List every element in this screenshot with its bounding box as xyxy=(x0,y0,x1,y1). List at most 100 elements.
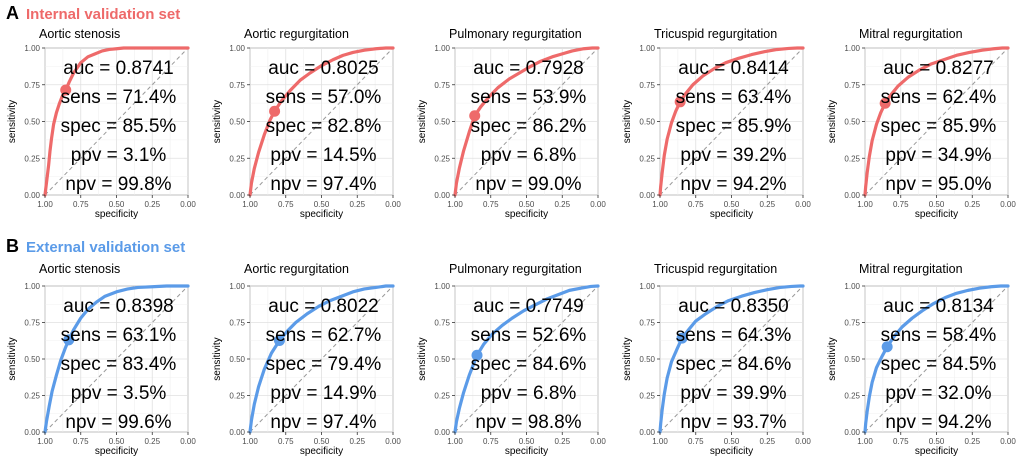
y-tick-label: 0.50 xyxy=(844,355,860,364)
y-tick-label: 0.25 xyxy=(639,154,655,163)
x-axis-label: specificity xyxy=(505,209,548,220)
y-tick-label: 0.50 xyxy=(229,118,245,127)
y-tick-label: 0.75 xyxy=(24,319,40,328)
y-tick-label: 1.00 xyxy=(844,282,860,291)
x-tick-label: 0.50 xyxy=(724,200,740,209)
x-axis-label: specificity xyxy=(710,446,753,457)
x-tick-label: 0.25 xyxy=(759,437,775,446)
diagonal-reference xyxy=(454,285,599,433)
y-tick-label: 0.25 xyxy=(434,392,450,401)
x-tick-label: 0.50 xyxy=(929,437,945,446)
roc-curve xyxy=(863,284,1010,434)
x-tick-label: 0.75 xyxy=(688,200,704,209)
y-tick-label: 0.75 xyxy=(24,81,40,90)
metric-label: spec = 79.4% xyxy=(266,354,382,375)
operating-point xyxy=(674,96,686,108)
operating-point xyxy=(63,334,75,346)
metric-label: spec = 86.2% xyxy=(471,116,587,137)
x-tick-label: 0.50 xyxy=(519,200,535,209)
y-tick-label: 0.50 xyxy=(229,355,245,364)
y-tick-label: 0.00 xyxy=(639,191,655,200)
metric-label: ppv = 32.0% xyxy=(885,383,991,404)
y-tick-label: 0.75 xyxy=(844,81,860,90)
x-tick-label: 1.00 xyxy=(242,200,258,209)
metric-label: ppv = 14.9% xyxy=(270,383,376,404)
roc-curve xyxy=(43,46,190,197)
y-tick-label: 0.25 xyxy=(229,154,245,163)
metric-label: sens = 63.4% xyxy=(676,87,792,108)
y-tick-label: 1.00 xyxy=(434,282,450,291)
y-tick-label: 0.75 xyxy=(229,81,245,90)
y-tick-label: 0.00 xyxy=(844,191,860,200)
x-tick-label: 0.50 xyxy=(109,437,125,446)
y-tick-label: 0.25 xyxy=(229,392,245,401)
x-tick-label: 0.75 xyxy=(73,200,89,209)
metric-label: ppv = 3.1% xyxy=(71,145,167,166)
x-tick-label: 0.00 xyxy=(795,437,811,446)
metric-label: sens = 62.4% xyxy=(881,87,997,108)
y-tick-label: 0.50 xyxy=(434,355,450,364)
metric-label: auc = 0.8025 xyxy=(268,58,378,79)
metric-label: auc = 0.8277 xyxy=(883,58,993,79)
x-tick-label: 0.25 xyxy=(759,200,775,209)
roc-panel: Pulmonary regurgitation auc = 0.7749 sens … xyxy=(417,262,606,457)
metric-label: npv = 97.4% xyxy=(270,412,376,433)
x-tick-label: 0.50 xyxy=(314,200,330,209)
panel-title: Mitral regurgitation xyxy=(859,262,963,276)
y-axis-label: sensitivity xyxy=(212,337,223,380)
roc-curve xyxy=(453,284,600,434)
roc-curve xyxy=(248,284,395,434)
roc-curve xyxy=(658,284,805,434)
y-tick-label: 0.25 xyxy=(24,154,40,163)
diagonal-reference xyxy=(659,285,804,433)
metric-label: spec = 84.5% xyxy=(881,354,997,375)
diagonal-reference xyxy=(44,285,189,433)
x-tick-label: 0.50 xyxy=(929,200,945,209)
metric-label: sens = 64.3% xyxy=(676,325,792,346)
x-axis-label: specificity xyxy=(915,209,958,220)
y-tick-label: 0.00 xyxy=(844,428,860,437)
metric-label: sens = 63.1% xyxy=(61,325,177,346)
y-tick-label: 1.00 xyxy=(434,44,450,53)
y-tick-label: 0.50 xyxy=(24,118,40,127)
metric-label: npv = 94.2% xyxy=(680,174,786,195)
metric-label: spec = 82.8% xyxy=(266,116,382,137)
x-tick-label: 1.00 xyxy=(857,437,873,446)
x-tick-label: 0.00 xyxy=(1000,200,1016,209)
roc-panel: Aortic stenosis auc = 0.8741 sens = 71.4% s… xyxy=(7,27,196,220)
operating-point xyxy=(273,334,285,346)
y-tick-label: 0.25 xyxy=(434,154,450,163)
x-tick-label: 0.50 xyxy=(314,437,330,446)
metric-label: npv = 99.0% xyxy=(475,174,581,195)
diagonal-reference xyxy=(249,285,394,433)
diagonal-reference xyxy=(249,47,394,196)
x-tick-label: 0.50 xyxy=(109,200,125,209)
roc-curve xyxy=(43,284,190,434)
diagonal-reference xyxy=(864,47,1009,196)
x-tick-label: 0.25 xyxy=(349,437,365,446)
metric-label: ppv = 39.2% xyxy=(680,145,786,166)
x-tick-label: 1.00 xyxy=(447,437,463,446)
x-axis-label: specificity xyxy=(505,446,548,457)
panel-title: Tricuspid regurgitation xyxy=(654,27,777,41)
metric-label: sens = 58.4% xyxy=(881,325,997,346)
metric-label: npv = 95.0% xyxy=(885,174,991,195)
y-tick-label: 0.00 xyxy=(434,191,450,200)
x-tick-label: 1.00 xyxy=(857,200,873,209)
metric-label: ppv = 3.5% xyxy=(71,383,167,404)
metric-label: ppv = 39.9% xyxy=(680,383,786,404)
metric-label: npv = 98.8% xyxy=(475,412,581,433)
roc-panel: Tricuspid regurgitation auc = 0.8350 sens … xyxy=(622,262,811,457)
panel-title: Aortic stenosis xyxy=(39,27,120,41)
x-tick-label: 0.25 xyxy=(554,437,570,446)
operating-point xyxy=(269,105,281,117)
x-tick-label: 0.25 xyxy=(964,200,980,209)
roc-panel: Pulmonary regurgitation auc = 0.7928 sens … xyxy=(417,27,606,220)
section-letter: A xyxy=(6,3,19,23)
operating-point xyxy=(881,341,893,353)
x-tick-label: 0.75 xyxy=(73,437,89,446)
roc-curve xyxy=(453,46,600,197)
x-tick-label: 0.00 xyxy=(1000,437,1016,446)
metric-label: auc = 0.8398 xyxy=(63,296,173,317)
y-tick-label: 0.25 xyxy=(844,154,860,163)
